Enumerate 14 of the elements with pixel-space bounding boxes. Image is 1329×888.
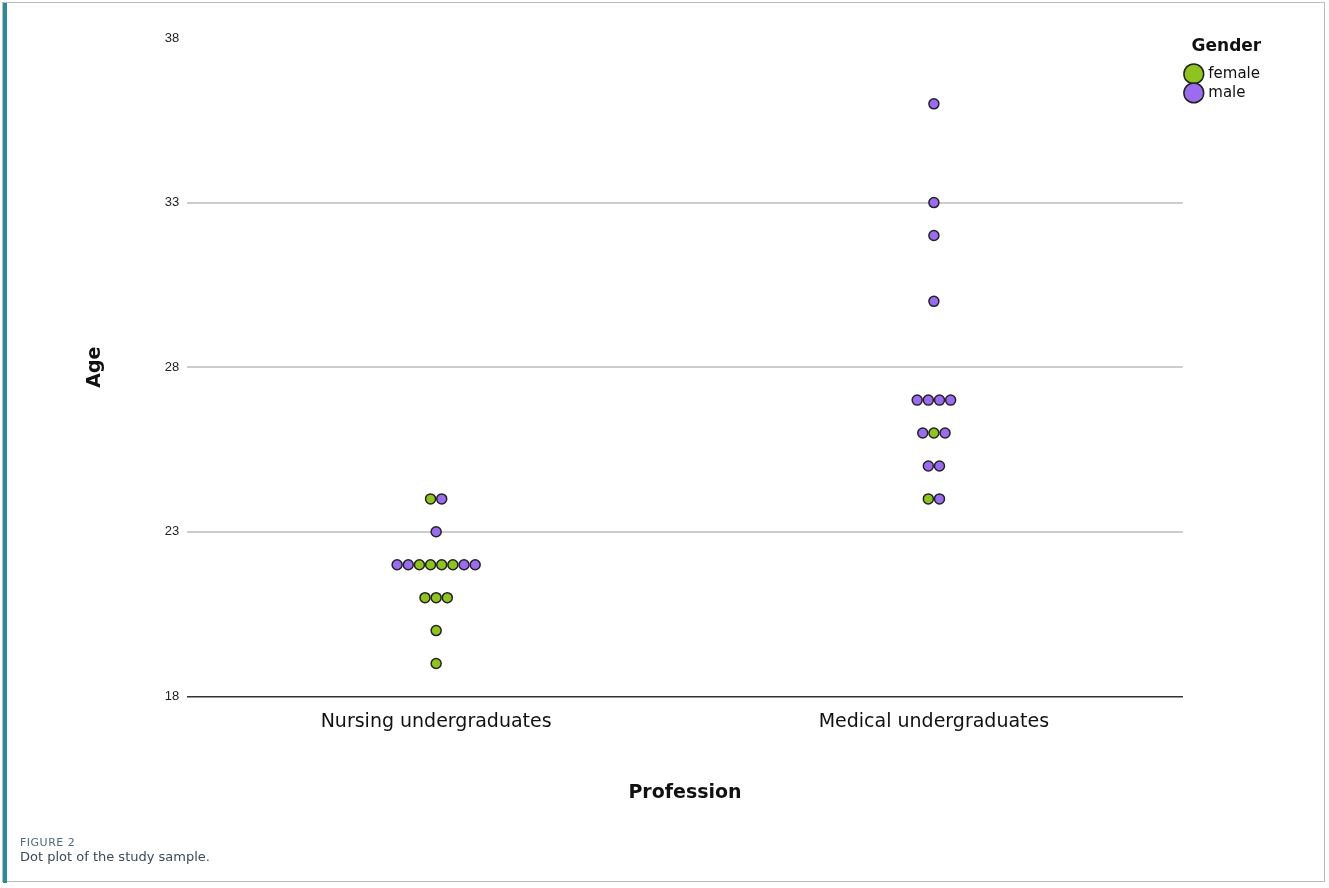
x-axis-title: Profession xyxy=(628,779,742,802)
text: Dot plot of the study sample. xyxy=(20,849,210,864)
y-tick-label: 28 xyxy=(164,358,180,374)
x-tick-label: Medical undergraduates xyxy=(818,708,1050,731)
legend-label: female xyxy=(1208,63,1261,82)
x-tick-label: Nursing undergraduates xyxy=(320,708,552,731)
y-tick-label: 38 xyxy=(164,29,180,45)
y-tick-label: 23 xyxy=(164,523,180,539)
y-tick-label: 18 xyxy=(164,687,180,703)
caption: FIGURE 2 xyxy=(20,836,77,849)
legend-title: Gender xyxy=(1191,34,1262,55)
y-tick-label: 33 xyxy=(164,194,180,210)
legend-label: male xyxy=(1208,82,1246,101)
y-axis-title: Age xyxy=(82,346,105,388)
